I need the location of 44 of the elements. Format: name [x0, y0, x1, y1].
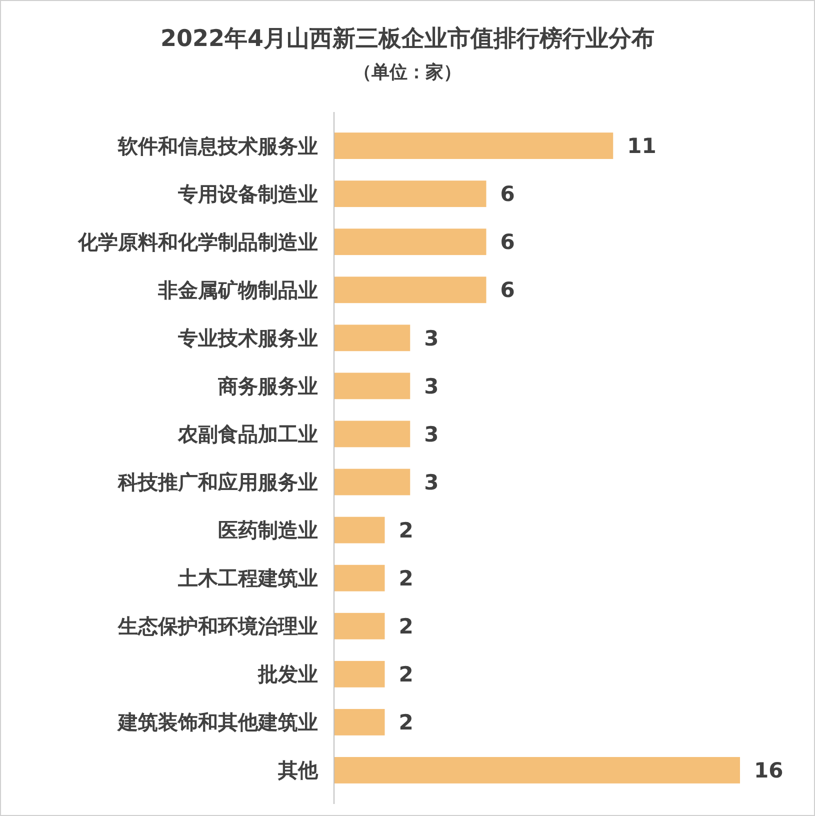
data-label: 3 — [424, 422, 439, 446]
data-label: 3 — [424, 374, 439, 398]
bar — [334, 132, 614, 159]
y-tick-label: 科技推广和应用服务业 — [117, 470, 318, 494]
data-label: 11 — [627, 134, 656, 158]
bar — [334, 660, 385, 688]
bar — [334, 324, 410, 352]
y-tick-label: 土木工程建筑业 — [177, 566, 318, 590]
y-tick-label: 商务服务业 — [217, 374, 318, 398]
bar — [334, 757, 740, 784]
y-tick-label: 批发业 — [257, 662, 318, 686]
y-tick-label: 软件和信息技术服务业 — [117, 134, 318, 158]
bar — [334, 564, 385, 592]
chart-subtitle: （单位：家） — [354, 62, 462, 83]
bar — [334, 612, 385, 640]
y-tick-label: 化学原料和化学制品制造业 — [77, 230, 318, 254]
y-tick-label: 建筑装饰和其他建筑业 — [116, 710, 318, 734]
bar — [334, 420, 410, 448]
y-tick-label: 其他 — [277, 758, 319, 782]
y-tick-label: 生态保护和环境治理业 — [117, 614, 318, 638]
y-tick-label: 非金属矿物制品业 — [157, 278, 318, 302]
data-label: 6 — [500, 278, 515, 302]
bar — [334, 468, 410, 496]
bar — [334, 372, 410, 400]
bar — [334, 180, 486, 208]
data-label: 3 — [424, 326, 439, 350]
data-label: 2 — [398, 710, 414, 735]
data-label: 2 — [398, 614, 414, 638]
y-tick-label: 专业技术服务业 — [177, 326, 318, 350]
bar — [334, 516, 385, 544]
data-label: 6 — [500, 182, 515, 206]
chart-title: 2022年4月山西新三板企业市值排行榜行业分布 — [160, 25, 655, 52]
data-label: 2 — [398, 518, 414, 542]
y-tick-label: 农副食品加工业 — [177, 422, 318, 446]
data-label: 16 — [754, 758, 784, 783]
data-label: 2 — [398, 566, 414, 590]
data-label: 2 — [398, 662, 414, 687]
data-label: 3 — [424, 470, 439, 494]
y-tick-label: 专用设备制造业 — [177, 182, 318, 206]
bar — [334, 708, 385, 736]
bar — [334, 228, 486, 256]
data-label: 6 — [500, 230, 515, 254]
bar — [334, 276, 486, 304]
y-tick-label: 医药制造业 — [218, 518, 318, 542]
